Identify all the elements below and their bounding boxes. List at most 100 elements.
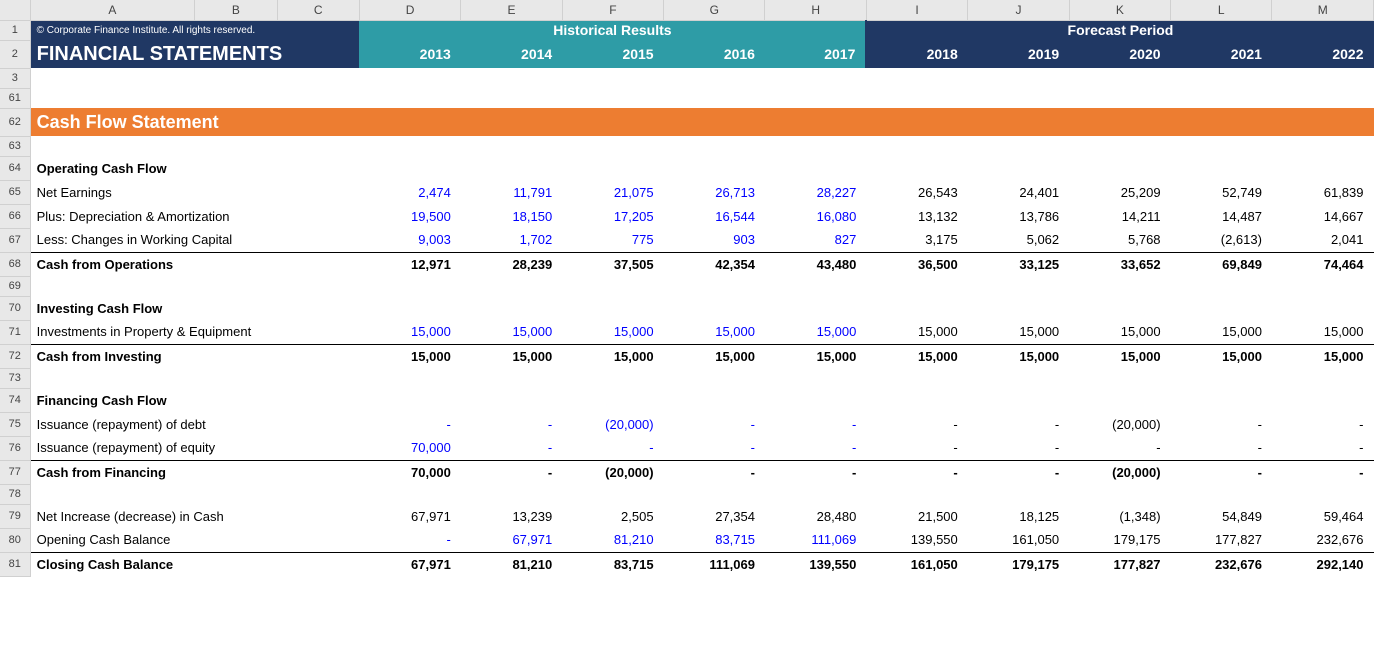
data-cell[interactable]: 67,971: [461, 528, 562, 552]
data-cell[interactable]: -: [1272, 436, 1374, 460]
row-number[interactable]: 74: [0, 388, 30, 412]
data-cell[interactable]: -: [866, 460, 967, 484]
row-number[interactable]: 77: [0, 460, 30, 484]
data-cell[interactable]: 26,543: [866, 180, 967, 204]
row-2[interactable]: 2 FINANCIAL STATEMENTS 2013 2014 2015 20…: [0, 40, 1374, 68]
data-cell[interactable]: 15,000: [866, 320, 967, 344]
data-cell[interactable]: 15,000: [866, 344, 967, 368]
data-cell[interactable]: 5,062: [968, 228, 1069, 252]
data-cell[interactable]: 232,676: [1171, 552, 1272, 576]
empty-cell[interactable]: [30, 136, 1373, 156]
data-cell[interactable]: 67,971: [359, 552, 460, 576]
data-cell[interactable]: 83,715: [562, 552, 663, 576]
row-number[interactable]: 2: [0, 40, 30, 68]
data-cell[interactable]: -: [1272, 412, 1374, 436]
row-number[interactable]: 79: [0, 504, 30, 528]
data-cell[interactable]: 36,500: [866, 252, 967, 276]
empty-cell[interactable]: [30, 368, 1373, 388]
row-number[interactable]: 73: [0, 368, 30, 388]
data-cell[interactable]: 15,000: [1069, 344, 1170, 368]
row-69[interactable]: 69: [0, 276, 1374, 296]
col-header[interactable]: I: [866, 0, 967, 20]
data-cell[interactable]: 18,125: [968, 504, 1069, 528]
data-cell[interactable]: -: [461, 436, 562, 460]
data-cell[interactable]: -: [968, 412, 1069, 436]
col-header[interactable]: H: [765, 0, 866, 20]
data-cell[interactable]: 15,000: [765, 344, 866, 368]
data-cell[interactable]: 15,000: [1171, 320, 1272, 344]
data-cell[interactable]: 179,175: [968, 552, 1069, 576]
data-cell[interactable]: 16,080: [765, 204, 866, 228]
row-71[interactable]: 71 Investments in Property & Equipment 1…: [0, 320, 1374, 344]
data-cell[interactable]: 21,075: [562, 180, 663, 204]
data-cell[interactable]: 16,544: [664, 204, 765, 228]
data-cell[interactable]: 1,702: [461, 228, 562, 252]
data-cell[interactable]: 43,480: [765, 252, 866, 276]
col-header[interactable]: A: [30, 0, 195, 20]
spreadsheet-grid[interactable]: A B C D E F G H I J K L M 1 © Corporate …: [0, 0, 1374, 577]
data-cell[interactable]: 13,786: [968, 204, 1069, 228]
data-cell[interactable]: 15,000: [664, 344, 765, 368]
data-cell[interactable]: -: [968, 436, 1069, 460]
data-cell[interactable]: 177,827: [1171, 528, 1272, 552]
data-cell[interactable]: -: [1171, 436, 1272, 460]
data-cell[interactable]: (20,000): [562, 412, 663, 436]
data-cell[interactable]: 15,000: [359, 320, 460, 344]
data-cell[interactable]: 83,715: [664, 528, 765, 552]
row-80[interactable]: 80 Opening Cash Balance - 67,971 81,210 …: [0, 528, 1374, 552]
empty-cell[interactable]: [359, 388, 1373, 412]
empty-cell[interactable]: [30, 88, 1373, 108]
data-cell[interactable]: (20,000): [1069, 460, 1170, 484]
col-header[interactable]: F: [562, 0, 663, 20]
data-cell[interactable]: 2,474: [359, 180, 460, 204]
data-cell[interactable]: -: [765, 436, 866, 460]
row-number[interactable]: 75: [0, 412, 30, 436]
data-cell[interactable]: 161,050: [968, 528, 1069, 552]
data-cell[interactable]: -: [866, 412, 967, 436]
row-number[interactable]: 66: [0, 204, 30, 228]
col-header[interactable]: L: [1171, 0, 1272, 20]
data-cell[interactable]: -: [866, 436, 967, 460]
col-header[interactable]: B: [195, 0, 277, 20]
data-cell[interactable]: 15,000: [359, 344, 460, 368]
data-cell[interactable]: 232,676: [1272, 528, 1374, 552]
data-cell[interactable]: 2,041: [1272, 228, 1374, 252]
data-cell[interactable]: (20,000): [1069, 412, 1170, 436]
data-cell[interactable]: 21,500: [866, 504, 967, 528]
data-cell[interactable]: 28,239: [461, 252, 562, 276]
col-header[interactable]: M: [1272, 0, 1374, 20]
empty-cell[interactable]: [30, 68, 1373, 88]
col-header[interactable]: J: [968, 0, 1069, 20]
data-cell[interactable]: 111,069: [765, 528, 866, 552]
row-number[interactable]: 68: [0, 252, 30, 276]
data-cell[interactable]: 179,175: [1069, 528, 1170, 552]
data-cell[interactable]: 15,000: [968, 344, 1069, 368]
data-cell[interactable]: -: [765, 412, 866, 436]
data-cell[interactable]: -: [461, 460, 562, 484]
row-63[interactable]: 63: [0, 136, 1374, 156]
data-cell[interactable]: 52,749: [1171, 180, 1272, 204]
data-cell[interactable]: 81,210: [562, 528, 663, 552]
row-number[interactable]: 72: [0, 344, 30, 368]
row-number[interactable]: 62: [0, 108, 30, 136]
data-cell[interactable]: -: [968, 460, 1069, 484]
row-79[interactable]: 79 Net Increase (decrease) in Cash 67,97…: [0, 504, 1374, 528]
data-cell[interactable]: 177,827: [1069, 552, 1170, 576]
data-cell[interactable]: 14,667: [1272, 204, 1374, 228]
row-67[interactable]: 67 Less: Changes in Working Capital 9,00…: [0, 228, 1374, 252]
row-number[interactable]: 61: [0, 88, 30, 108]
data-cell[interactable]: (20,000): [562, 460, 663, 484]
data-cell[interactable]: 24,401: [968, 180, 1069, 204]
data-cell[interactable]: 28,480: [765, 504, 866, 528]
data-cell[interactable]: 70,000: [359, 436, 460, 460]
data-cell[interactable]: (1,348): [1069, 504, 1170, 528]
data-cell[interactable]: 15,000: [1272, 320, 1374, 344]
data-cell[interactable]: -: [664, 412, 765, 436]
row-66[interactable]: 66 Plus: Depreciation & Amortization 19,…: [0, 204, 1374, 228]
row-number[interactable]: 64: [0, 156, 30, 180]
data-cell[interactable]: 161,050: [866, 552, 967, 576]
data-cell[interactable]: 15,000: [1272, 344, 1374, 368]
data-cell[interactable]: 12,971: [359, 252, 460, 276]
row-64[interactable]: 64 Operating Cash Flow: [0, 156, 1374, 180]
column-header-row[interactable]: A B C D E F G H I J K L M: [0, 0, 1374, 20]
